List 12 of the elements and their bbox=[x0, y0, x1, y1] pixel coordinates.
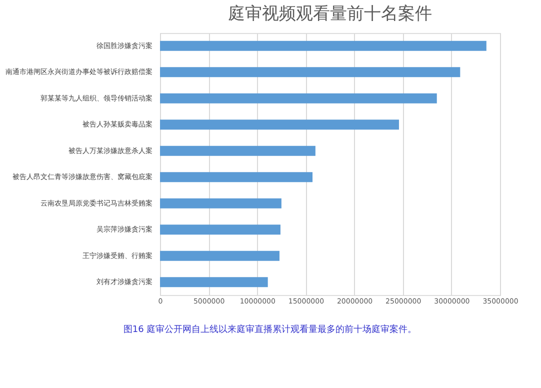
bar bbox=[160, 146, 316, 156]
bar bbox=[160, 277, 268, 288]
chart-title: 庭审视频观看量前十名案件 bbox=[228, 4, 432, 24]
bar bbox=[160, 198, 282, 208]
bar bbox=[160, 93, 437, 104]
bar bbox=[160, 67, 460, 78]
bar bbox=[160, 224, 280, 235]
bar bbox=[160, 172, 313, 182]
bar bbox=[160, 250, 280, 261]
bar bbox=[160, 40, 486, 51]
caption: 图16 庭审公开网自上线以来庭审直播累计观看量最多的前十场庭审案件。 bbox=[123, 324, 417, 335]
bar bbox=[160, 120, 399, 130]
